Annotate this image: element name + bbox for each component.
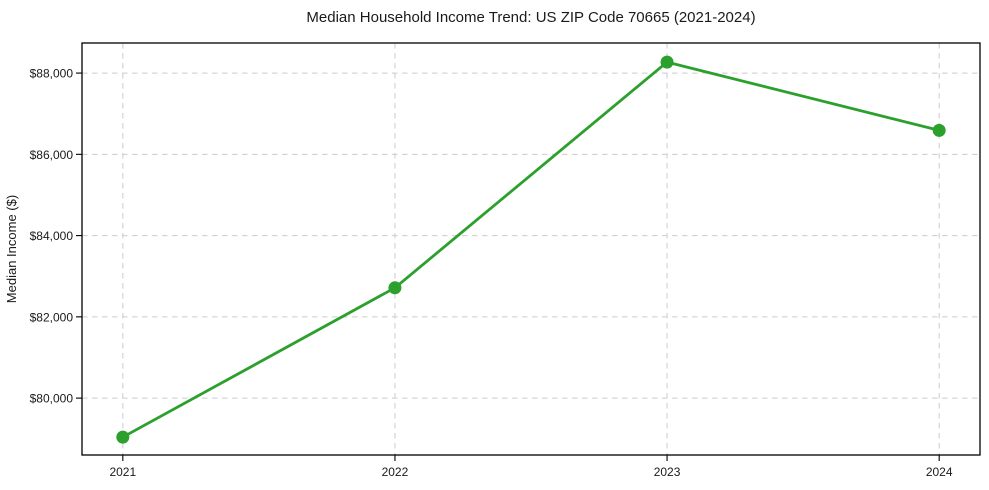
x-tick-label: 2021 — [109, 465, 136, 479]
data-point-2023 — [660, 55, 674, 69]
y-tick-label: $82,000 — [30, 310, 74, 324]
y-tick-label: $86,000 — [30, 148, 74, 162]
data-point-2022 — [388, 281, 402, 295]
y-axis-label: Median Income ($) — [4, 195, 19, 303]
plot-border — [81, 42, 981, 456]
x-tick-label: 2022 — [382, 465, 409, 479]
trend-line — [121, 60, 941, 439]
x-tick-label: 2024 — [926, 465, 953, 479]
y-tick-label: $88,000 — [30, 67, 74, 81]
data-layer — [116, 55, 946, 444]
y-tick-label: $84,000 — [30, 229, 74, 243]
chart-title: Median Household Income Trend: US ZIP Co… — [306, 9, 755, 26]
grid-layer — [82, 43, 980, 455]
axis-layer: $80,000 $82,000 $84,000 $86,000 $88,000 2021 2… — [30, 42, 981, 479]
y-tick-label: $80,000 — [30, 392, 74, 406]
data-point-2024 — [932, 123, 946, 137]
data-point-2021 — [116, 430, 130, 444]
x-tick-label: 2023 — [654, 465, 681, 479]
